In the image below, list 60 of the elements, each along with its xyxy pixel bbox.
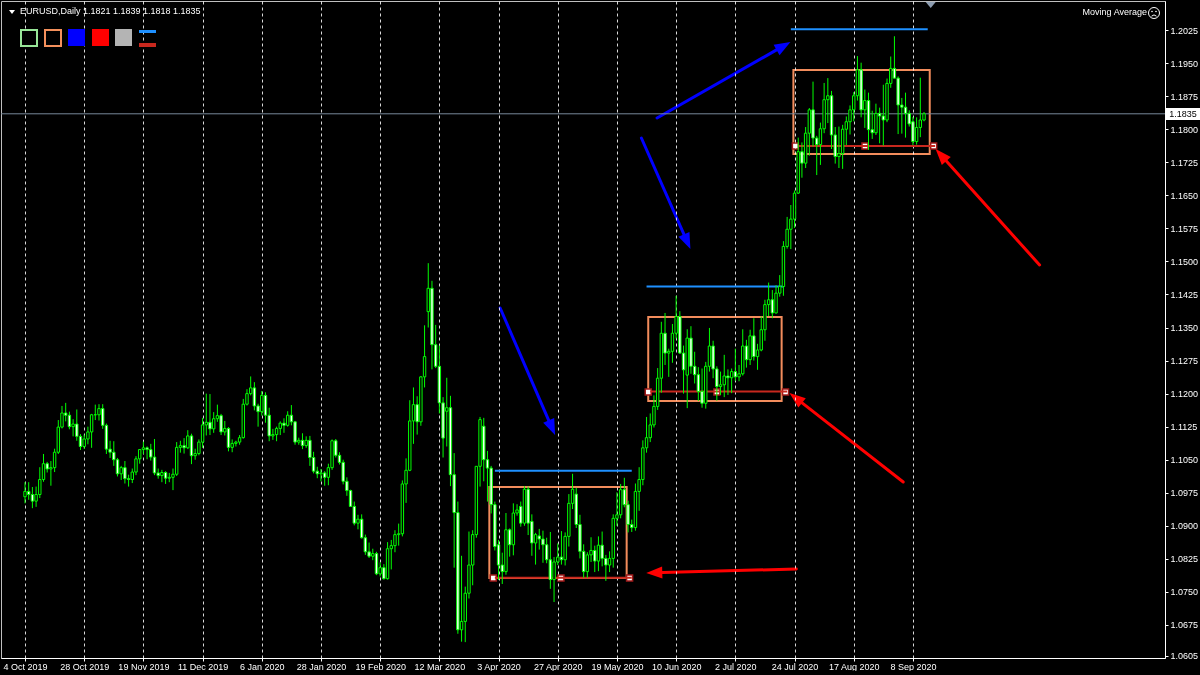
- candlestick: [700, 368, 704, 409]
- annotation: Moving Average: [1082, 7, 1147, 17]
- x-tick-label: 19 Feb 2020: [355, 661, 406, 672]
- candlestick: [914, 116, 919, 146]
- candlestick: [71, 418, 75, 437]
- y-tick-label: 1.0825: [1170, 554, 1199, 565]
- candlestick: [30, 486, 35, 509]
- x-tick-label: 12 Mar 2020: [414, 661, 466, 672]
- y-tick-label: 1.1050: [1170, 455, 1199, 466]
- x-tick-label: 10 Jun 2020: [651, 661, 702, 672]
- text: EURUSD,Daily 1.1821 1.1839 1.1818 1.1835: [20, 6, 201, 16]
- y-tick-label: 1.1125: [1170, 422, 1198, 433]
- y-tick-label: 1.1500: [1170, 256, 1199, 267]
- candlestick: [596, 535, 601, 572]
- candlestick: [145, 445, 149, 460]
- y-tick-label: 1.2025: [1170, 25, 1199, 36]
- x-tick-label: 11 Dec 2019: [177, 661, 229, 672]
- candlestick: [182, 437, 186, 455]
- x-tick-label: 24 Jul 2020: [771, 661, 819, 672]
- x-tick-label: 4 Oct 2019: [3, 661, 48, 672]
- y-tick-label: 1.1275: [1170, 356, 1199, 367]
- x-tick-label: 19 Nov 2019: [118, 661, 170, 672]
- x-tick-label: 17 Aug 2020: [828, 661, 880, 672]
- x-tick-label: 2 Jul 2020: [715, 661, 757, 672]
- x-tick-label: 28 Jan 2020: [296, 661, 347, 672]
- y-tick-label: 1.0675: [1170, 620, 1199, 631]
- candlestick: [726, 368, 730, 396]
- y-tick-label: 1.1575: [1170, 223, 1199, 234]
- candlestick: [722, 354, 726, 398]
- y-tick-label: 1.1425: [1170, 289, 1199, 300]
- candlestick: [718, 371, 723, 396]
- y-tick-label: 1.1200: [1170, 389, 1199, 400]
- candlestick: [877, 107, 882, 144]
- y-tick-label: 1.1875: [1170, 91, 1199, 102]
- candlestick: [881, 84, 886, 147]
- candlestick: [837, 126, 841, 169]
- candlestick: [541, 530, 545, 564]
- y-tick-label: 1.1650: [1170, 190, 1199, 201]
- ref-line-label: 1.1835: [1166, 107, 1200, 120]
- x-tick-label: 3 Apr 2020: [477, 661, 521, 672]
- x-tick-label: 28 Oct 2019: [60, 661, 110, 672]
- y-tick-label: 1.1800: [1170, 124, 1199, 135]
- candlestick: [208, 393, 212, 436]
- x-tick-label: 6 Jan 2020: [240, 661, 285, 672]
- candlestick: [160, 469, 164, 483]
- x-tick-label: 8 Sep 2020: [890, 661, 937, 672]
- y-tick-label: 1.0975: [1170, 488, 1199, 499]
- x-tick-label: 27 Apr 2020: [533, 661, 583, 672]
- y-tick-label: 1.0605: [1170, 651, 1199, 662]
- x-tick-label: 19 May 2020: [591, 661, 644, 672]
- candlestick: [282, 417, 286, 434]
- candlestick: [23, 481, 27, 504]
- candlestick: [123, 460, 127, 485]
- y-tick-label: 1.1950: [1170, 58, 1199, 69]
- y-tick-label: 1.0750: [1170, 587, 1199, 598]
- y-tick-label: 1.0900: [1170, 521, 1199, 532]
- candlestick: [319, 468, 323, 482]
- candlestick: [729, 368, 734, 394]
- y-tick-label: 1.1725: [1170, 157, 1199, 168]
- y-tick-label: 1.1350: [1170, 323, 1199, 334]
